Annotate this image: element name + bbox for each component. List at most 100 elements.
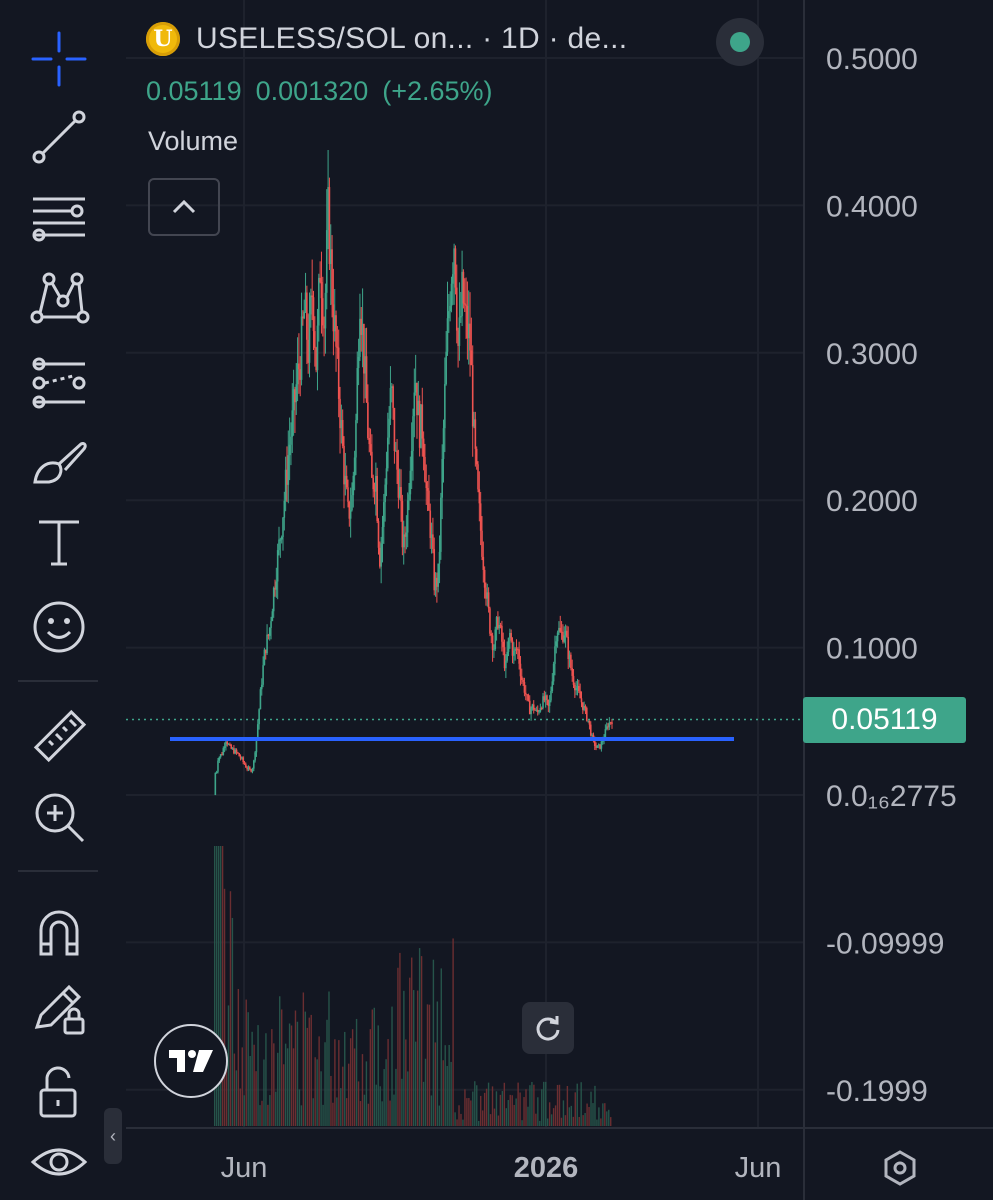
candle-body xyxy=(571,668,573,676)
candle-body xyxy=(254,752,256,761)
symbol-title[interactable]: USELESS/SOL on... · 1D · de... xyxy=(196,22,628,55)
volume-bar xyxy=(298,1089,301,1126)
tradingview-logo[interactable] xyxy=(154,1024,228,1098)
candle-body xyxy=(385,468,388,485)
volume-bar xyxy=(237,989,240,1126)
volume-bar xyxy=(460,1113,462,1126)
candle-body xyxy=(383,502,385,527)
candle-body xyxy=(410,450,413,471)
volume-bar xyxy=(326,1019,328,1126)
volume-bar xyxy=(391,1006,393,1126)
volume-bar xyxy=(387,1039,389,1126)
volume-bar xyxy=(483,1092,486,1126)
volume-bar xyxy=(548,1102,551,1126)
volume-bar xyxy=(221,846,224,1126)
candle-body xyxy=(413,392,416,417)
candle-body xyxy=(474,419,477,449)
candle-body xyxy=(386,437,389,469)
candle-body xyxy=(396,450,398,470)
volume-bar xyxy=(462,1119,464,1126)
candle-body xyxy=(519,663,522,677)
eye-icon[interactable] xyxy=(22,1125,96,1199)
volume-bar xyxy=(227,1005,230,1126)
candle-body xyxy=(271,611,274,622)
candle-body xyxy=(308,314,311,363)
volume-bar xyxy=(580,1082,582,1126)
emoji-icon[interactable] xyxy=(22,590,96,664)
crosshair-icon[interactable] xyxy=(22,22,96,96)
candle-body xyxy=(234,749,237,754)
volume-bar xyxy=(499,1094,502,1126)
candle-body xyxy=(292,389,295,411)
candle-body xyxy=(551,681,554,691)
candle-body xyxy=(416,382,418,416)
pattern-icon[interactable] xyxy=(22,260,96,334)
volume-bar xyxy=(282,1064,285,1126)
candle-body xyxy=(448,311,450,319)
candle-body xyxy=(260,684,263,690)
candle-body xyxy=(425,481,428,489)
volume-bar xyxy=(271,1029,273,1126)
magnet-icon[interactable] xyxy=(22,895,96,969)
candle-body xyxy=(255,737,258,753)
candle-body xyxy=(320,281,323,299)
candle-body xyxy=(302,316,304,319)
candle-body xyxy=(511,640,514,656)
candle-body xyxy=(564,630,567,636)
ruler-icon[interactable] xyxy=(22,700,96,774)
candle-body xyxy=(280,537,283,540)
candle-body xyxy=(290,436,292,445)
collapse-legend-button[interactable] xyxy=(148,178,220,236)
candle-body xyxy=(392,386,394,408)
candle-body xyxy=(428,490,430,511)
trend-line-icon[interactable] xyxy=(22,100,96,174)
candle-body xyxy=(514,648,516,651)
volume-bar xyxy=(265,1033,267,1126)
volume-bar xyxy=(411,957,413,1126)
forecast-icon[interactable] xyxy=(22,345,96,419)
symbol-legend[interactable]: U USELESS/SOL on... · 1D · de... xyxy=(146,22,627,56)
candle-body xyxy=(349,510,352,519)
candle-body xyxy=(559,627,562,632)
lock-icon[interactable] xyxy=(22,1055,96,1129)
candle-body xyxy=(522,679,524,682)
candle-body xyxy=(481,530,483,557)
fib-lines-icon[interactable] xyxy=(22,180,96,254)
volume-bar xyxy=(426,1004,429,1126)
candle-body xyxy=(381,526,384,544)
candle-body xyxy=(470,350,473,366)
candle-body xyxy=(340,419,343,429)
volume-bar xyxy=(476,1085,478,1126)
volume-bar xyxy=(379,1086,381,1126)
volume-bar xyxy=(529,1085,531,1126)
candle-body xyxy=(219,754,222,758)
chart-settings-button[interactable] xyxy=(878,1146,922,1190)
candle-body xyxy=(510,633,512,641)
market-status-button[interactable] xyxy=(716,18,764,66)
price-chart[interactable]: 0.5000 0.4000 0.3000 0.2000 0.1000 0.0₁₆2775 -… xyxy=(126,0,993,1200)
volume-bar xyxy=(602,1103,604,1126)
candle-body xyxy=(303,311,306,319)
lock-draw-icon[interactable] xyxy=(22,972,96,1046)
volume-bar xyxy=(263,1059,265,1126)
chart-panel[interactable]: 0.5000 0.4000 0.3000 0.2000 0.1000 0.0₁₆2775 -… xyxy=(126,0,993,1200)
candle-body xyxy=(328,187,331,265)
volume-bar xyxy=(231,917,234,1126)
toolbar-collapse-tab[interactable]: ‹ xyxy=(104,1108,122,1164)
volume-bar xyxy=(493,1108,496,1126)
volume-bar xyxy=(491,1086,494,1126)
volume-bar xyxy=(249,1056,251,1126)
candle-body xyxy=(570,654,572,669)
candle-body xyxy=(550,690,552,701)
text-icon[interactable] xyxy=(22,505,96,579)
zoom-in-icon[interactable] xyxy=(22,780,96,854)
candle-body xyxy=(593,738,596,747)
candle-body xyxy=(332,304,335,332)
y-tick-label: 0.2000 xyxy=(826,485,918,518)
reset-chart-button[interactable] xyxy=(522,1002,574,1054)
candle-body xyxy=(489,608,491,634)
candle-body xyxy=(359,318,361,357)
brush-icon[interactable] xyxy=(22,425,96,499)
candle-body xyxy=(548,700,551,707)
volume-bar xyxy=(430,1095,433,1126)
